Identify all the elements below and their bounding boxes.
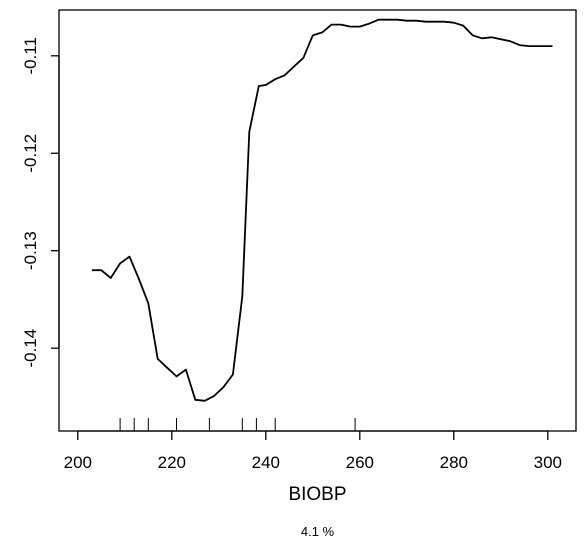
chart-subtitle: 4.1 % — [301, 524, 335, 539]
x-tick-label: 260 — [346, 453, 374, 472]
series-group — [91, 18, 553, 402]
y-axis: -0.14 -0.13 -0.12 -0.11 — [21, 37, 60, 368]
x-tick-label: 220 — [158, 453, 186, 472]
y-tick-label: -0.14 — [21, 329, 40, 368]
y-tick-label: -0.13 — [21, 231, 40, 270]
rug-ticks — [119, 418, 356, 431]
y-tick-label: -0.11 — [21, 37, 40, 74]
x-axis: 200 220 240 260 280 300 — [64, 430, 562, 472]
x-tick-label: 280 — [440, 453, 468, 472]
x-axis-label: BIOBP — [288, 484, 346, 505]
y-tick-label: -0.12 — [21, 134, 40, 173]
plot-box — [58, 9, 577, 432]
x-tick-label: 200 — [64, 453, 92, 472]
x-tick-label: 240 — [252, 453, 280, 472]
x-tick-label: 300 — [534, 453, 562, 472]
series-line — [91, 18, 553, 402]
